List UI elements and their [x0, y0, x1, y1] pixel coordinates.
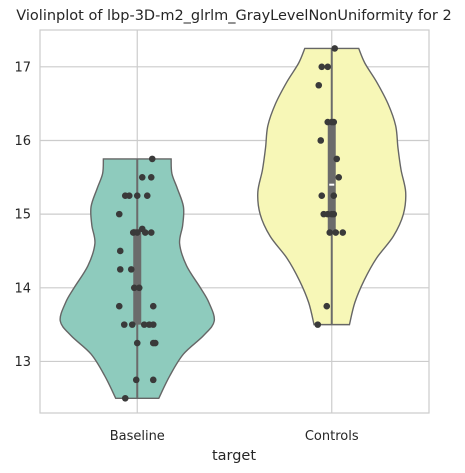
y-tick-label: 15: [14, 208, 31, 223]
data-point: [330, 210, 338, 218]
data-point: [318, 192, 326, 200]
y-tick-label: 14: [14, 281, 31, 296]
data-point: [125, 192, 133, 200]
data-point: [339, 229, 347, 236]
iqr-box-baseline: [133, 228, 142, 325]
data-point: [148, 155, 156, 163]
x-axis-label: target: [212, 448, 256, 464]
data-point: [333, 155, 341, 163]
data-point: [324, 63, 332, 71]
data-point: [149, 321, 157, 328]
data-point: [127, 266, 135, 273]
data-point: [331, 45, 339, 52]
strip-points: [115, 45, 347, 402]
y-tick-label: 16: [14, 134, 31, 149]
data-point: [147, 174, 155, 181]
data-point: [116, 247, 124, 255]
data-point: [332, 229, 340, 236]
data-point: [120, 321, 128, 328]
data-point: [141, 229, 149, 236]
data-point: [151, 339, 159, 347]
median-marker-controls: [329, 183, 335, 186]
data-point: [149, 376, 157, 384]
data-point: [149, 302, 157, 310]
data-point: [147, 229, 155, 236]
y-tick-label: 13: [14, 355, 31, 370]
data-point: [133, 229, 141, 236]
x-tick-label: Baseline: [110, 429, 165, 444]
data-point: [314, 321, 322, 328]
data-point: [116, 266, 124, 273]
x-axis-ticks: Baseline Controls: [110, 429, 359, 444]
data-point: [317, 137, 325, 144]
chart-title: Violinplot of lbp-3D-m2_glrlm_GrayLevelN…: [16, 8, 451, 24]
data-point: [330, 192, 338, 200]
iqr-box-controls: [327, 122, 336, 233]
data-point: [138, 174, 146, 181]
y-axis-ticks: 13 14 15 16 17: [14, 60, 31, 370]
y-tick-label: 17: [14, 60, 31, 75]
data-point: [133, 192, 141, 200]
data-point: [318, 63, 326, 71]
data-point: [133, 339, 141, 347]
data-point: [115, 302, 123, 310]
x-tick-label: Controls: [305, 429, 359, 444]
data-point: [115, 210, 123, 218]
data-point: [330, 118, 338, 126]
data-point: [143, 192, 151, 200]
data-point: [323, 302, 331, 310]
data-point: [315, 81, 323, 89]
data-point: [121, 394, 129, 402]
plot-frame: [39, 29, 430, 414]
data-point: [135, 284, 143, 292]
data-point: [335, 174, 343, 181]
data-point: [130, 284, 138, 292]
data-point: [326, 229, 334, 236]
data-point: [132, 376, 140, 384]
data-point: [140, 321, 148, 328]
data-point: [128, 321, 136, 328]
